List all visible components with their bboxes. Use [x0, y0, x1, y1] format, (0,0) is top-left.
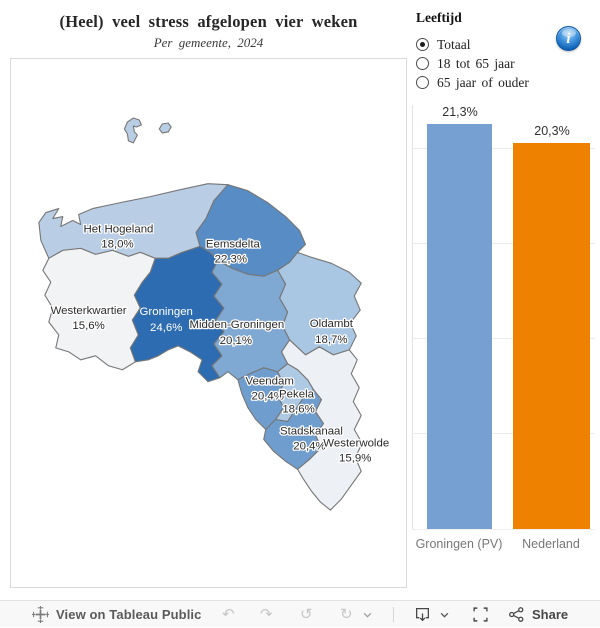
share-label: Share: [532, 607, 569, 622]
radio-option-totaal[interactable]: Totaal: [416, 35, 546, 54]
map-label-name: Eemsdelta: [206, 238, 261, 250]
map-label-name: Groningen: [140, 306, 193, 318]
bar-value-label: 20,3%: [534, 124, 570, 138]
viz-subtitle: Per gemeente, 2024: [153, 35, 264, 50]
map-region-stadskanaal[interactable]: [263, 389, 324, 470]
info-icon: i: [566, 31, 571, 47]
radio-label: 18 tot 65 jaar: [437, 55, 515, 71]
gridline: [413, 148, 595, 149]
map-label-name: Stadskanaal: [280, 425, 343, 437]
map-label-value: 22,3%: [215, 253, 247, 265]
share-icon: [509, 607, 524, 622]
tableau-logo-icon[interactable]: [32, 601, 49, 628]
map-label-value: 20,4%: [293, 440, 325, 452]
map-label-name: Oldambt: [310, 318, 354, 330]
reset-icon[interactable]: ↺: [300, 606, 313, 623]
bar-chart: 21,3% 20,3% Groningen (PV) Nederland: [412, 105, 596, 560]
info-button[interactable]: i: [556, 26, 581, 51]
radio-label: Totaal: [437, 36, 471, 52]
map-label-value: 15,6%: [72, 320, 104, 332]
radio-icon[interactable]: [416, 57, 429, 70]
toolbar-divider: [393, 607, 394, 622]
map-panel: Het Hogeland 18,0% Eemsdelta 22,3% Weste…: [10, 58, 407, 588]
map-island[interactable]: [158, 122, 172, 134]
x-axis-label-groningen-pv: Groningen (PV): [415, 537, 503, 551]
view-on-tableau-link[interactable]: View on Tableau Public: [56, 601, 201, 628]
download-icon[interactable]: [414, 601, 431, 628]
map-label-name: Westerkwartier: [51, 305, 127, 317]
map-label-value: 24,6%: [150, 322, 182, 334]
legend-title: Leeftijd: [416, 10, 462, 25]
choropleth-map: Het Hogeland 18,0% Eemsdelta 22,3% Weste…: [38, 117, 390, 511]
age-filter-legend: Leeftijd Totaal 18 tot 65 jaar 65 jaar o…: [416, 10, 546, 92]
fullscreen-icon[interactable]: [472, 601, 489, 628]
gridline: [413, 243, 595, 244]
map-island[interactable]: [123, 117, 142, 144]
bar-nederland[interactable]: [513, 143, 590, 529]
map-label-value: 20,1%: [220, 335, 252, 347]
redo-icon[interactable]: ↷: [260, 606, 273, 623]
chevron-down-icon[interactable]: [363, 601, 372, 628]
bar-value-label: 21,3%: [442, 105, 478, 119]
gridline: [413, 338, 595, 339]
bar-groningen-pv[interactable]: [427, 124, 492, 529]
map-label-name: Pekela: [279, 389, 315, 401]
radio-option-65-plus[interactable]: 65 jaar of ouder: [416, 73, 546, 92]
x-axis-label-nederland: Nederland: [522, 537, 580, 551]
map-label-value: 18,6%: [282, 404, 314, 416]
refresh-icon[interactable]: ↻: [340, 606, 353, 623]
map-label-name: Veendam: [246, 376, 294, 388]
radio-option-18-65[interactable]: 18 tot 65 jaar: [416, 54, 546, 73]
gridline: [413, 433, 595, 434]
map-label-name: Westerwolde: [323, 437, 389, 449]
tableau-toolbar: View on Tableau Public ↶ ↷ ↺ ↻ Share: [0, 600, 600, 627]
share-button[interactable]: Share: [508, 601, 568, 628]
map-label-value: 15,9%: [339, 452, 371, 464]
radio-icon[interactable]: [416, 38, 429, 51]
map-label-value: 20,4%: [251, 391, 283, 403]
chevron-down-icon[interactable]: [440, 601, 449, 628]
undo-icon[interactable]: ↶: [222, 606, 235, 623]
chart-plot: 21,3% 20,3%: [412, 105, 595, 530]
map-label-value: 18,0%: [101, 238, 133, 250]
viz-title: (Heel) veel stress afgelopen vier weken: [59, 12, 358, 31]
view-on-tableau-label: View on Tableau Public: [56, 607, 202, 622]
map-label-name: Midden-Groningen: [189, 319, 284, 331]
radio-label: 65 jaar of ouder: [437, 74, 529, 90]
radio-icon[interactable]: [416, 76, 429, 89]
viz-header: (Heel) veel stress afgelopen vier weken …: [10, 12, 407, 51]
map-label-name: Het Hogeland: [83, 223, 153, 235]
map-label-value: 18,7%: [315, 334, 347, 346]
